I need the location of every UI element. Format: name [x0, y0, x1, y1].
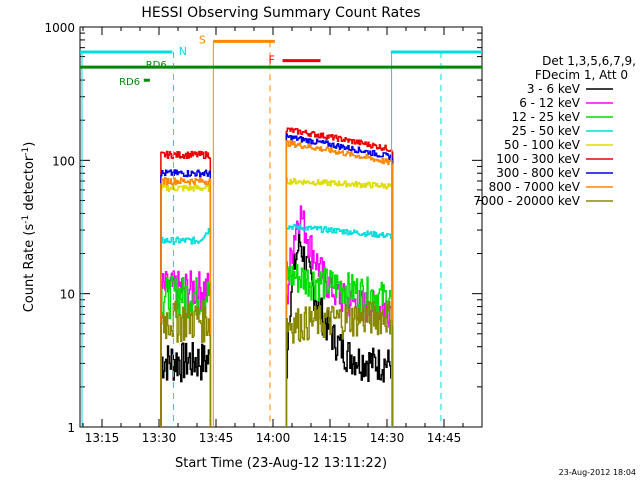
legend-label-3: 25 - 50 keV [512, 124, 581, 138]
y-tick-label: 1 [67, 421, 75, 435]
series-line-5-b [285, 127, 394, 427]
x-tick-label: 13:30 [142, 431, 177, 445]
legend-header-2: FDecim 1, Att 0 [535, 68, 628, 82]
rd6-short-label: RD6 [119, 77, 140, 88]
night-label: N [179, 45, 187, 58]
flare-label: F [268, 54, 274, 67]
series-line-0-a [160, 341, 212, 427]
x-tick-label: 14:15 [313, 431, 348, 445]
x-tick-label: 14:30 [370, 431, 405, 445]
series-line-5-a [160, 150, 212, 427]
series-line-4-b [285, 177, 394, 427]
series-line-2-b [285, 261, 394, 427]
legend-label-1: 6 - 12 keV [519, 96, 581, 110]
series-line-4-a [160, 184, 212, 427]
saa-label: S [199, 33, 206, 46]
legend-label-5: 100 - 300 keV [496, 152, 580, 166]
series-line-3-b [285, 223, 394, 427]
x-tick-label: 13:45 [199, 431, 234, 445]
legend-label-7: 800 - 7000 keV [489, 180, 581, 194]
x-tick-label: 13:15 [85, 431, 120, 445]
y-tick-label: 100 [52, 154, 75, 168]
legend-label-2: 12 - 25 keV [512, 110, 581, 124]
plot-frame [79, 26, 483, 428]
rd6-label: RD6 [146, 60, 167, 71]
legend-label-4: 50 - 100 keV [504, 138, 581, 152]
y-tick-label: 1000 [44, 21, 75, 35]
series-line-8-a [160, 300, 212, 427]
chart-title: HESSI Observing Summary Count Rates [141, 5, 420, 21]
series-line-6-b [285, 133, 394, 427]
series-line-7-a [160, 177, 212, 427]
series-line-7-b [285, 140, 394, 427]
series-line-8-b [285, 300, 394, 427]
series-line-3-a [160, 228, 212, 427]
legend-label-6: 300 - 800 keV [496, 166, 580, 180]
y-axis-label: Count Rate (s-1 detector-1) [21, 142, 37, 313]
legend-header-1: Det 1,3,5,6,7,9, [542, 54, 636, 68]
series-line-0-b [285, 232, 394, 427]
data-layer [80, 39, 482, 427]
footer-date: 23-Aug-2012 18:04 [559, 468, 636, 477]
x-axis-label: Start Time (23-Aug-12 13:11:22) [175, 456, 387, 471]
x-tick-label: 14:45 [427, 431, 462, 445]
y-tick-label: 10 [60, 288, 75, 302]
series-line-6-a [160, 169, 212, 427]
legend-label-8: 7000 - 20000 keV [473, 194, 580, 208]
legend-label-0: 3 - 6 keV [527, 82, 581, 96]
x-tick-label: 14:00 [256, 431, 291, 445]
